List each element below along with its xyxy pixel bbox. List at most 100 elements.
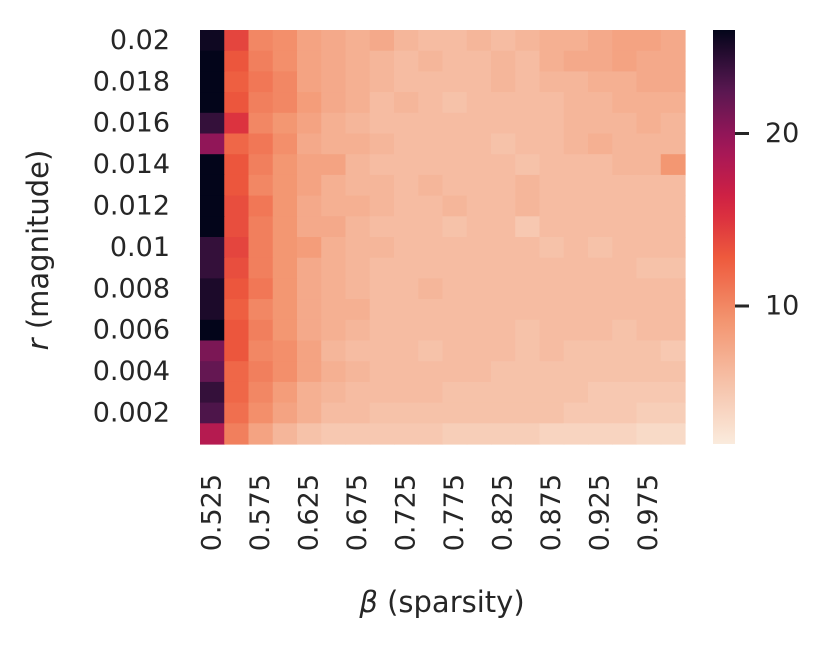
heatmap-cell: [200, 50, 225, 72]
y-tick-label: 0.014: [93, 149, 170, 180]
heatmap-cell: [515, 361, 541, 383]
heatmap-cell: [660, 299, 686, 321]
heatmap-cell: [612, 319, 638, 342]
heatmap-cell: [248, 216, 274, 238]
heatmap-cell: [248, 154, 274, 176]
heatmap-cell: [345, 216, 371, 238]
heatmap-cell: [321, 381, 347, 404]
heatmap-cell: [321, 174, 347, 197]
heatmap-cell: [200, 216, 225, 238]
heatmap-cell: [466, 112, 492, 135]
heatmap-cell: [588, 50, 613, 72]
y-tick-label: 0.02: [110, 25, 170, 56]
heatmap-cell: [272, 174, 298, 197]
heatmap-cell: [442, 154, 468, 176]
heatmap-cell: [394, 423, 419, 445]
heatmap-cell: [224, 402, 250, 424]
heatmap-cell: [345, 402, 371, 424]
heatmap-cell: [345, 133, 371, 155]
heatmap-cell: [442, 278, 468, 300]
heatmap-cell: [345, 154, 371, 176]
heatmap-cell: [660, 278, 686, 300]
heatmap-cell: [321, 133, 347, 155]
heatmap-cell: [321, 319, 347, 342]
heatmap-cell: [297, 133, 322, 155]
heatmap-cell: [612, 92, 638, 114]
heatmap-cell: [539, 237, 565, 259]
heatmap-cell: [660, 112, 686, 135]
heatmap-cell: [612, 402, 638, 424]
heatmap-cell: [345, 340, 371, 362]
heatmap-cell: [394, 154, 419, 176]
heatmap-cell: [442, 423, 468, 445]
heatmap-cell: [442, 319, 468, 342]
heatmap-cell: [272, 381, 298, 404]
heatmap-cell: [442, 30, 468, 52]
heatmap-cell: [515, 174, 541, 197]
heatmap-cell: [466, 195, 492, 217]
heatmap-cell: [248, 174, 274, 197]
heatmap-cell: [660, 50, 686, 72]
heatmap-cell: [418, 195, 444, 217]
heatmap-cell: [394, 195, 419, 217]
heatmap-cell: [394, 381, 419, 404]
heatmap-cell: [200, 174, 225, 197]
heatmap-cell: [466, 381, 492, 404]
heatmap-cell: [394, 257, 419, 279]
heatmap-cell: [224, 112, 250, 135]
colorbar-tick-label: 10: [765, 291, 799, 322]
heatmap-cell: [321, 195, 347, 217]
heatmap-cell: [394, 299, 419, 321]
heatmap-cell: [636, 133, 662, 155]
heatmap-cell: [588, 402, 613, 424]
heatmap-cell: [588, 174, 613, 197]
heatmap-cell: [200, 381, 225, 404]
heatmap-cell: [224, 361, 250, 383]
y-axis-text: (magnitude): [21, 150, 55, 339]
heatmap-cell: [297, 257, 322, 279]
heatmap-cell: [369, 299, 395, 321]
heatmap-cell: [297, 402, 322, 424]
heatmap-cell: [345, 381, 371, 404]
heatmap-cell: [248, 257, 274, 279]
heatmap-cell: [491, 92, 516, 114]
heatmap-cell: [612, 154, 638, 176]
heatmap-cell: [297, 278, 322, 300]
heatmap-cell: [345, 112, 371, 135]
heatmap-cell: [297, 50, 322, 72]
heatmap-cell: [224, 299, 250, 321]
heatmap-cell: [612, 278, 638, 300]
heatmap-cell: [369, 133, 395, 155]
heatmap-cell: [466, 30, 492, 52]
heatmap-cell: [297, 423, 322, 445]
heatmap-cell: [612, 257, 638, 279]
heatmap-cell: [466, 299, 492, 321]
heatmap-cell: [515, 402, 541, 424]
heatmap-cell: [539, 402, 565, 424]
y-tick-label: 0.01: [110, 232, 170, 263]
heatmap-cell: [248, 423, 274, 445]
heatmap-cell: [588, 257, 613, 279]
heatmap-cell: [636, 299, 662, 321]
heatmap-cell: [660, 216, 686, 238]
heatmap-cell: [272, 195, 298, 217]
x-axis-text: (sparsity): [378, 585, 525, 619]
heatmap-cell: [321, 402, 347, 424]
heatmap-cell: [224, 195, 250, 217]
y-axis-symbol: r: [21, 336, 55, 350]
heatmap-cell: [515, 299, 541, 321]
heatmap-cell: [418, 402, 444, 424]
heatmap-cell: [563, 278, 589, 300]
heatmap-cell: [418, 30, 444, 52]
colorbar: [713, 30, 735, 444]
heatmap-cell: [418, 319, 444, 342]
heatmap-cell: [515, 30, 541, 52]
heatmap-cell: [515, 92, 541, 114]
x-tick-label: 0.575: [245, 474, 276, 551]
heatmap-cell: [345, 195, 371, 217]
heatmap-cell: [612, 71, 638, 93]
heatmap-cell: [248, 30, 274, 52]
heatmap-cell: [442, 133, 468, 155]
heatmap-cell: [563, 402, 589, 424]
